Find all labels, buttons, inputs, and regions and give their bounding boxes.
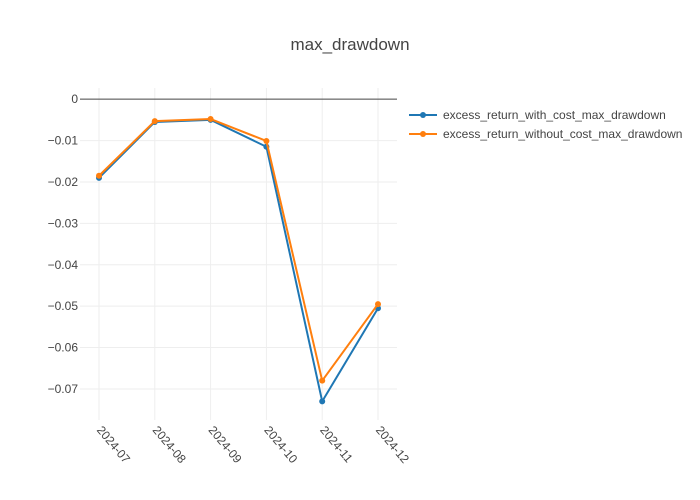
y-tick-label: −0.02 (48, 175, 79, 189)
y-tick-label: −0.06 (48, 341, 79, 355)
legend-item-1[interactable]: excess_return_with_cost_max_drawdown (409, 108, 666, 122)
legend-label: excess_return_without_cost_max_drawdown (443, 127, 682, 141)
data-point[interactable] (96, 172, 102, 179)
data-point[interactable] (319, 398, 326, 405)
series-1 (96, 116, 381, 405)
x-tick-label: 2024-07 (94, 423, 133, 466)
data-point[interactable] (375, 301, 381, 308)
legend-label: excess_return_with_cost_max_drawdown (443, 108, 666, 122)
legend-marker (420, 131, 426, 137)
legend-marker (420, 112, 426, 118)
x-tick-label: 2024-10 (261, 423, 300, 466)
data-point[interactable] (319, 377, 326, 384)
x-tick-label: 2024-12 (373, 423, 412, 466)
x-tick-label: 2024-11 (317, 423, 356, 465)
series-2 (96, 116, 381, 384)
data-point[interactable] (263, 137, 270, 144)
x-tick-label: 2024-09 (206, 423, 245, 466)
axis-layer: 0 −0.01 −0.02 −0.03 −0.04 −0.05 −0.06 −0.07 2024… (48, 92, 413, 466)
y-tick-label: 0 (71, 92, 78, 106)
y-tick-label: −0.07 (48, 382, 79, 396)
legend-item-2[interactable]: excess_return_without_cost_max_drawdown (409, 127, 682, 141)
legend[interactable]: excess_return_with_cost_max_drawdownexce… (409, 108, 682, 141)
series-line (98, 118, 379, 384)
series-layer (96, 116, 381, 405)
y-tick-label: −0.05 (48, 299, 79, 313)
data-point[interactable] (151, 118, 158, 125)
y-tick-label: −0.04 (48, 258, 79, 272)
y-tick-label: −0.03 (48, 216, 79, 230)
series-line (98, 118, 379, 405)
y-tick-label: −0.01 (48, 134, 79, 148)
chart-title: max_drawdown (290, 35, 409, 54)
grid-layer (80, 88, 397, 420)
data-point[interactable] (207, 116, 214, 123)
x-tick-label: 2024-08 (150, 423, 189, 466)
